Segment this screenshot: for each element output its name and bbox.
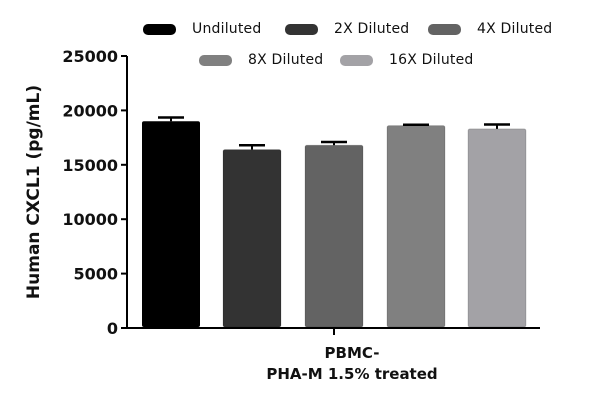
y-tick-label: 15000 <box>62 156 118 175</box>
y-tick-label: 10000 <box>62 210 118 229</box>
legend-swatch <box>428 23 461 35</box>
legend-label: 8X Diluted <box>248 52 324 68</box>
x-axis-title-line2: PHA-M 1.5% treated <box>266 365 438 383</box>
x-axis-title-line1: PBMC- <box>324 344 380 362</box>
legend-item-16x: 16X Diluted <box>340 52 473 68</box>
legend-item-2x: 2X Diluted <box>285 21 409 37</box>
y-tick-label: 5000 <box>73 265 118 284</box>
bar-undiluted <box>142 121 200 327</box>
legend-label: 2X Diluted <box>334 21 410 37</box>
bar-8x-diluted <box>386 125 446 328</box>
legend-swatch <box>143 23 176 35</box>
legend-label: Undiluted <box>192 21 262 37</box>
legend-item-undiluted: Undiluted <box>143 21 261 37</box>
x-axis-title: PBMC- PHA-M 1.5% treated <box>234 343 470 385</box>
legend-swatch <box>340 54 373 66</box>
legend-swatch <box>285 23 318 35</box>
legend-swatch <box>199 54 232 66</box>
legend-label: 4X Diluted <box>477 21 553 37</box>
bar-4x-diluted <box>304 144 364 328</box>
y-tick-label: 0 <box>107 319 118 338</box>
bar-16x-diluted <box>467 128 527 328</box>
legend-label: 16X Diluted <box>389 52 474 68</box>
bar-2x-diluted <box>222 149 282 328</box>
legend-item-8x: 8X Diluted <box>199 52 323 68</box>
y-tick-label: 25000 <box>62 47 118 66</box>
y-tick-label: 20000 <box>62 101 118 120</box>
legend-item-4x: 4X Diluted <box>428 21 552 37</box>
